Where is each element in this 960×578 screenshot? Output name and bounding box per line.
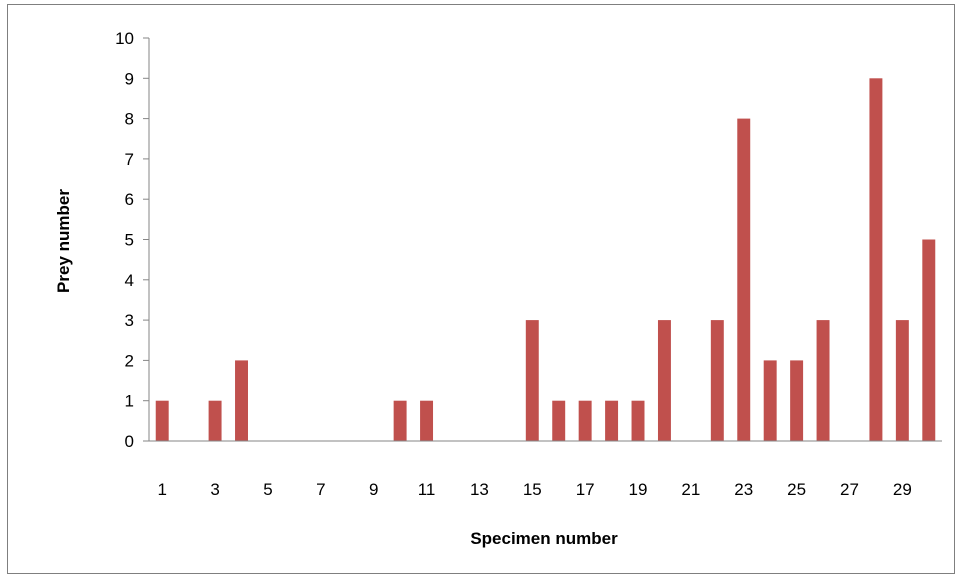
bar-specimen-28 bbox=[869, 78, 883, 442]
y-tick-label: 2 bbox=[125, 351, 134, 370]
bar-specimen-23 bbox=[737, 118, 751, 441]
bar-specimen-18 bbox=[605, 400, 619, 441]
bar-specimen-29 bbox=[895, 320, 909, 441]
bar-specimen-22 bbox=[710, 320, 724, 441]
x-tick-label: 1 bbox=[157, 480, 166, 499]
bar-specimen-16 bbox=[552, 400, 566, 441]
x-tick-label: 27 bbox=[840, 480, 859, 499]
y-tick-label: 5 bbox=[125, 231, 134, 250]
x-tick-label: 9 bbox=[369, 480, 378, 499]
bar-specimen-26 bbox=[816, 320, 830, 441]
y-axis-title: Prey number bbox=[54, 189, 73, 293]
x-tick-label: 19 bbox=[629, 480, 648, 499]
bar-specimen-3 bbox=[208, 400, 222, 441]
x-tick-label: 23 bbox=[734, 480, 753, 499]
y-tick-label: 7 bbox=[125, 150, 134, 169]
bars bbox=[155, 78, 936, 442]
bar-specimen-11 bbox=[420, 400, 434, 441]
y-tick-label: 8 bbox=[125, 110, 134, 129]
chart-frame: 0 1 2 3 4 5 6 7 8 9 10 1 3 5 7 9 11 13 15 17 19 21 23 25 27 29 S… bbox=[7, 4, 955, 574]
x-axis-ticks: 1 3 5 7 9 11 13 15 17 19 21 23 25 27 29 bbox=[157, 480, 911, 499]
x-tick-label: 5 bbox=[263, 480, 272, 499]
x-tick-label: 17 bbox=[576, 480, 595, 499]
bar-specimen-30 bbox=[922, 239, 936, 441]
y-tick-label: 1 bbox=[125, 392, 134, 411]
x-tick-label: 21 bbox=[681, 480, 700, 499]
y-tick-label: 9 bbox=[125, 69, 134, 88]
y-tick-label: 6 bbox=[125, 190, 134, 209]
x-axis-title: Specimen number bbox=[470, 529, 618, 548]
bar-specimen-20 bbox=[657, 320, 671, 441]
bar-specimen-24 bbox=[763, 360, 777, 441]
bar-specimen-17 bbox=[578, 400, 592, 441]
bar-specimen-10 bbox=[393, 400, 407, 441]
bar-specimen-1 bbox=[155, 400, 169, 441]
bar-specimen-19 bbox=[631, 400, 645, 441]
bar-specimen-15 bbox=[525, 320, 539, 441]
y-tick-label: 3 bbox=[125, 311, 134, 330]
x-tick-label: 11 bbox=[418, 480, 436, 499]
x-tick-label: 3 bbox=[210, 480, 219, 499]
bar-specimen-25 bbox=[790, 360, 804, 441]
x-tick-label: 15 bbox=[523, 480, 542, 499]
x-tick-label: 13 bbox=[470, 480, 489, 499]
y-axis-ticks: 0 1 2 3 4 5 6 7 8 9 10 bbox=[115, 29, 149, 451]
x-tick-label: 29 bbox=[893, 480, 912, 499]
bar-specimen-4 bbox=[235, 360, 248, 441]
x-tick-label: 25 bbox=[787, 480, 806, 499]
y-tick-label: 0 bbox=[125, 432, 134, 451]
y-tick-label: 4 bbox=[125, 271, 134, 290]
x-tick-label: 7 bbox=[316, 480, 325, 499]
y-tick-label: 10 bbox=[115, 29, 134, 48]
